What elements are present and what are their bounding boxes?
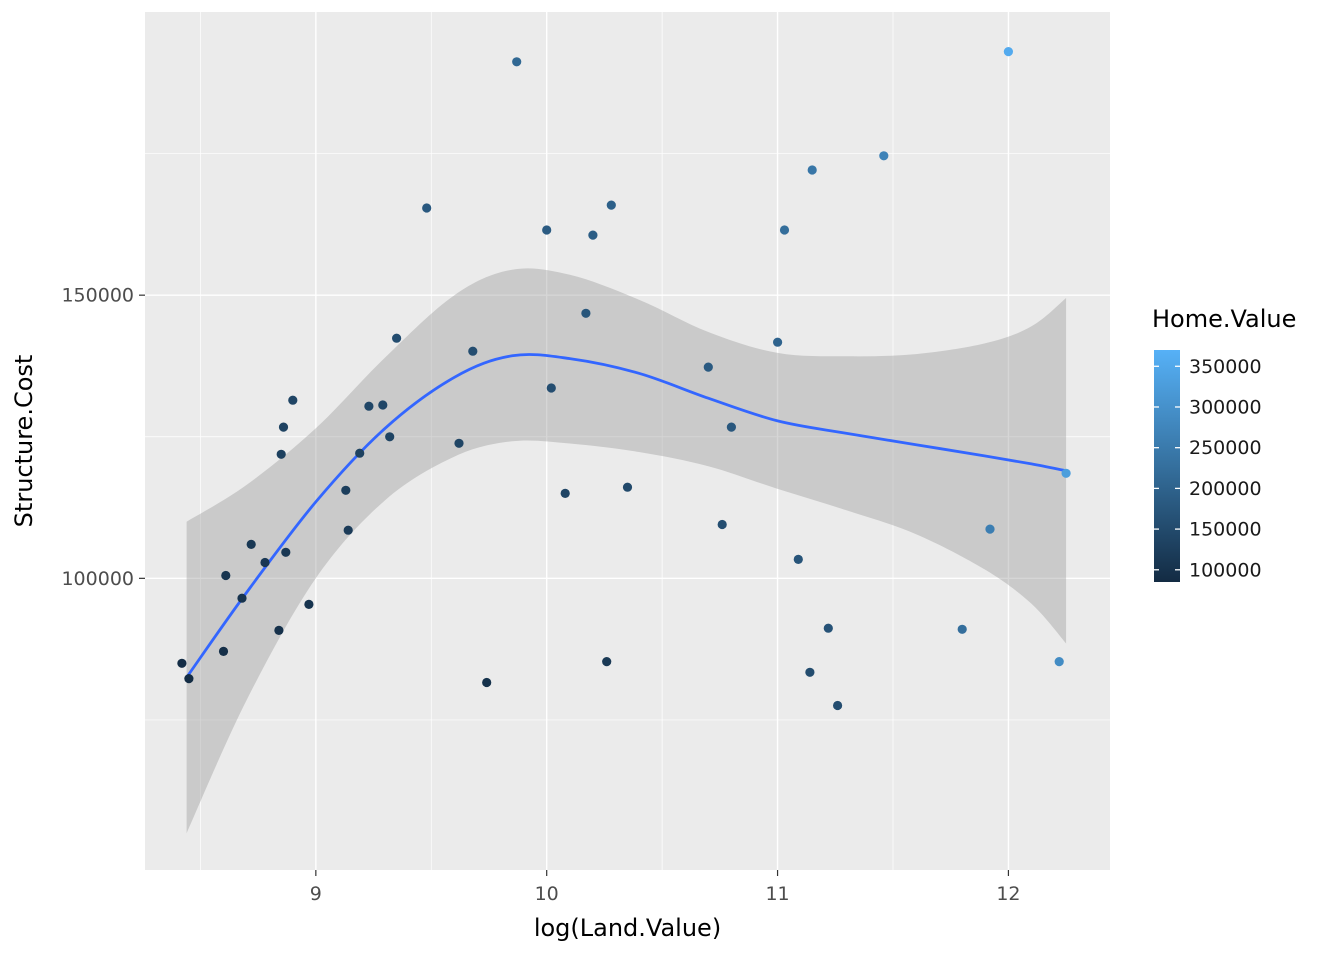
data-point — [606, 200, 616, 210]
x-tick-label: 12 — [996, 883, 1020, 905]
legend-tick-label: 150000 — [1189, 519, 1262, 541]
legend-tick-label: 200000 — [1189, 478, 1262, 500]
data-point — [343, 525, 353, 535]
data-point — [833, 700, 843, 711]
data-point — [221, 570, 231, 581]
data-point — [468, 346, 478, 356]
data-point — [1003, 47, 1014, 57]
data-point — [246, 539, 256, 550]
data-point — [177, 658, 187, 668]
data-point — [385, 432, 395, 442]
data-point — [793, 554, 803, 565]
legend-gradient-bar — [1154, 350, 1180, 582]
data-point — [1054, 657, 1064, 667]
plot-panel — [145, 12, 1110, 870]
data-point — [985, 524, 995, 534]
x-tick-label: 11 — [765, 883, 789, 905]
data-point — [779, 225, 790, 235]
data-point — [546, 383, 556, 393]
data-point — [355, 448, 365, 458]
data-point — [378, 400, 388, 410]
y-tick-label: 100000 — [61, 568, 134, 590]
data-point — [602, 657, 612, 667]
legend-tick-label: 250000 — [1189, 437, 1262, 459]
y-tick-label: 150000 — [61, 285, 134, 307]
data-point — [726, 422, 737, 432]
data-point — [560, 488, 570, 498]
x-tick-label: 10 — [535, 883, 559, 905]
data-point — [237, 593, 247, 603]
data-point — [1061, 468, 1071, 478]
data-point — [773, 337, 783, 347]
legend-tick-label: 350000 — [1189, 356, 1262, 378]
legend-title: Home.Value — [1152, 305, 1297, 333]
data-point — [588, 230, 598, 240]
data-point — [288, 395, 298, 405]
x-tick-label: 9 — [310, 883, 322, 905]
data-point — [703, 362, 713, 372]
data-point — [260, 557, 270, 568]
data-point — [392, 333, 402, 343]
data-point — [218, 646, 229, 657]
data-point — [879, 151, 889, 161]
data-point — [454, 438, 464, 448]
x-axis-title: log(Land.Value) — [533, 914, 722, 942]
data-point — [281, 547, 291, 557]
data-point — [512, 57, 522, 67]
data-point — [805, 667, 815, 677]
data-point — [422, 203, 432, 213]
data-point — [276, 449, 286, 459]
data-point — [957, 624, 967, 634]
data-point — [542, 225, 552, 235]
data-point — [341, 485, 351, 495]
data-point — [717, 519, 727, 530]
data-point — [274, 625, 284, 636]
data-point — [482, 677, 492, 688]
data-point — [304, 599, 314, 610]
y-axis-title: Structure.Cost — [10, 354, 38, 528]
data-point — [184, 674, 194, 684]
data-point — [278, 422, 289, 432]
data-point — [807, 165, 817, 175]
legend-tick-label: 300000 — [1189, 396, 1262, 418]
legend-tick-label: 100000 — [1189, 559, 1262, 581]
data-point — [823, 623, 833, 633]
data-point — [364, 401, 374, 411]
smooth-line — [185, 353, 1068, 679]
data-point — [581, 308, 591, 318]
data-point — [622, 482, 633, 492]
